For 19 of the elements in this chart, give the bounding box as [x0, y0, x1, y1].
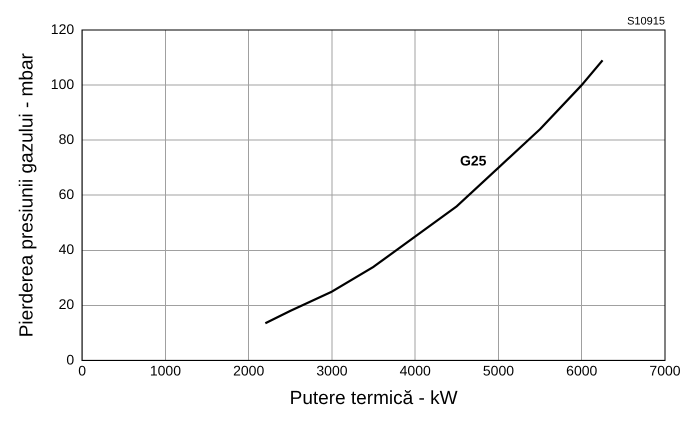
y-tick-label: 100	[50, 76, 74, 92]
x-tick-label: 0	[78, 362, 86, 379]
x-tick-label: 5000	[482, 362, 514, 379]
text: S10915	[627, 16, 665, 28]
y-tick-label: 120	[50, 20, 74, 37]
y-tick-label: 20	[58, 296, 74, 312]
x-tick-label: 2000	[233, 362, 264, 379]
y-tick-label: 60	[58, 186, 74, 202]
x-axis-title: Putere termică - kW	[290, 388, 458, 409]
series-label: G25	[460, 152, 487, 169]
x-tick-label: 1000	[150, 362, 182, 379]
x-tick-label: 6000	[566, 362, 598, 379]
y-axis-title: Pierderea presiunii gazului - mbar	[16, 52, 38, 338]
x-tick-label: 7000	[649, 362, 681, 379]
y-tick-label: 80	[58, 130, 74, 147]
x-tick-label: 3000	[316, 362, 348, 379]
y-tick-label: 40	[58, 241, 74, 258]
y-tick-label: 0	[66, 351, 74, 368]
x-tick-label: 4000	[400, 362, 431, 379]
